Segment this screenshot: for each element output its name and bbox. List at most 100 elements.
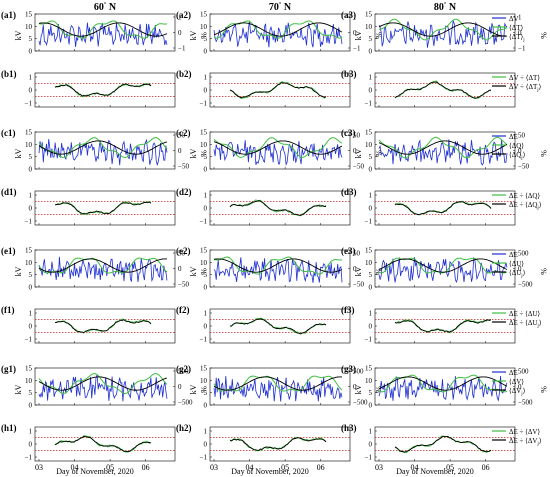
right-tick-label: −500 [518, 281, 533, 289]
y-tick-label: 10 [365, 259, 373, 267]
right-tick-label: −50 [353, 281, 364, 289]
y-tick-label: −1 [365, 454, 373, 462]
panel-label: (c1) [1, 128, 16, 138]
right-tick-label: −500 [353, 399, 368, 407]
panel-frame [374, 249, 516, 288]
y-tick-label: −1 [365, 218, 373, 226]
series-line-black [394, 81, 492, 99]
right-tick-label: −1 [178, 45, 186, 53]
x-tick-label: 03 [35, 463, 43, 472]
y-tick-label: 1 [369, 310, 373, 318]
right-tick-label: 0 [518, 29, 522, 37]
panel-label: (e3) [341, 246, 356, 256]
y-tick-label: 10 [200, 141, 208, 149]
panel: (f2) 1 0 −1 [176, 305, 351, 344]
panel-frame [209, 426, 351, 462]
x-tick-label: 04 [411, 463, 419, 472]
y-tick-label: 1 [29, 74, 33, 82]
series-line-black [213, 140, 343, 155]
panel-label: (e2) [176, 246, 191, 256]
y-tick-label: 1 [204, 74, 208, 82]
panel-label: (b2) [176, 69, 192, 79]
y-axis-label: kV [189, 384, 198, 394]
y-tick-label: 0 [204, 284, 208, 292]
x-axis-label: Day of November, 2020 [396, 467, 473, 476]
y-tick-label: 15 [365, 129, 373, 137]
panel-label: (c3) [341, 128, 356, 138]
x-tick-label: 05 [446, 463, 454, 472]
y-tick-label: 1 [369, 428, 373, 436]
right-tick-label: 0 [178, 265, 182, 273]
panel-label: (h1) [1, 423, 17, 433]
panel: (b2) 1 0 −1 [176, 69, 351, 108]
series-line-black [378, 258, 508, 273]
y-tick-label: 1 [204, 310, 208, 318]
panel-label: (c2) [176, 128, 191, 138]
right-tick-label: −50 [178, 163, 189, 171]
panel-label: (h2) [176, 423, 192, 433]
right-tick-label: 50 [178, 250, 186, 258]
right-axis-label: % [539, 386, 548, 393]
panel-frame [34, 190, 176, 226]
legend-entry: ⟨ΔV⟩ [509, 378, 524, 386]
series-line-blue [378, 375, 508, 402]
y-tick-label: 0 [369, 166, 373, 174]
series-line-green [378, 374, 508, 393]
y-tick-label: 0 [369, 284, 373, 292]
right-tick-label: −1 [518, 45, 526, 53]
series-line-green [378, 136, 508, 159]
y-tick-label: 0 [29, 87, 33, 95]
y-tick-label: 0 [369, 402, 373, 410]
panel-label: (f2) [176, 305, 190, 315]
y-tick-label: 15 [365, 11, 373, 19]
x-tick-label: 03 [210, 463, 218, 472]
y-tick-label: −1 [25, 218, 33, 226]
y-tick-label: 0 [29, 402, 33, 410]
panel: (b3) 1 0 −1 [341, 69, 516, 108]
column-title: 80° N [434, 1, 457, 13]
right-axis-label: % [539, 150, 548, 157]
y-axis-label: kV [14, 30, 23, 40]
series-line-blue [38, 22, 168, 47]
y-tick-label: 5 [204, 35, 208, 43]
series-line-green [213, 375, 343, 392]
y-tick-label: 1 [369, 74, 373, 82]
legend-entry: ΔV ÷ ⟨ΔTj⟩ [509, 83, 542, 93]
y-tick-label: 1 [204, 192, 208, 200]
y-tick-label: 10 [200, 23, 208, 31]
y-tick-label: −1 [200, 454, 208, 462]
series-line-black [378, 376, 508, 391]
x-tick-label: 04 [246, 463, 254, 472]
panel: (h1) 03 04 05 06 1 0 −1 [1, 423, 176, 472]
right-tick-label: −500 [518, 399, 533, 407]
column-title: 60° N [94, 1, 117, 13]
right-tick-label: 0 [353, 29, 357, 37]
y-tick-label: 0 [204, 87, 208, 95]
y-tick-label: −1 [365, 336, 373, 344]
y-tick-label: 10 [25, 141, 33, 149]
y-axis-label: kV [14, 384, 23, 394]
y-tick-label: 15 [25, 247, 33, 255]
legend-entry: ΔV [509, 15, 519, 23]
y-tick-label: −1 [200, 336, 208, 344]
y-tick-label: 5 [369, 153, 373, 161]
right-tick-label: 500 [518, 250, 529, 258]
legend-entry: ΔE ÷ ⟨ΔVj⟩ [509, 437, 542, 447]
series-line-black [229, 437, 327, 451]
x-tick-label: 05 [106, 463, 114, 472]
panel-label: (f3) [341, 305, 355, 315]
y-axis-label: kV [354, 148, 363, 158]
y-axis-label: kV [189, 266, 198, 276]
series-line-black [54, 201, 152, 215]
panel-frame [34, 72, 176, 108]
series-line-black [229, 82, 327, 99]
y-tick-label: 0 [204, 48, 208, 56]
right-tick-label: 0 [178, 383, 182, 391]
x-tick-label: 04 [71, 463, 79, 472]
